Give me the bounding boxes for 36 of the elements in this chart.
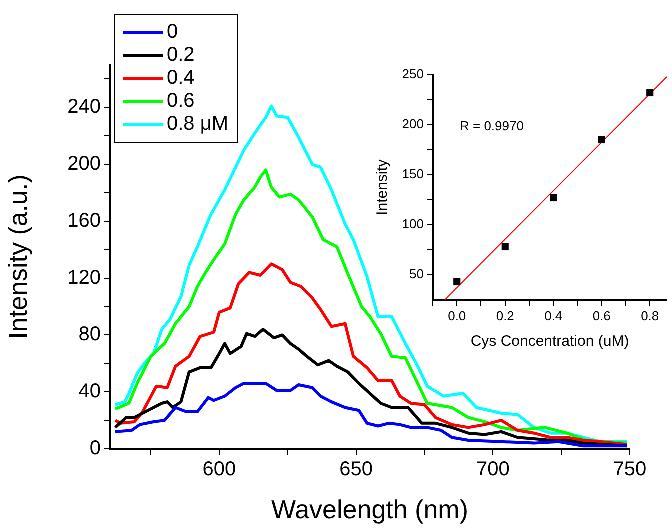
x-tick-label: 600 xyxy=(202,458,236,481)
x-tick-label: 0.6 xyxy=(592,308,611,324)
y-tick-label: 40 xyxy=(78,380,101,403)
y-tick-label: 150 xyxy=(402,166,424,182)
x-tick-label: 0.2 xyxy=(496,308,514,324)
x-tick-label: 0.4 xyxy=(544,308,563,324)
y-tick-label: 100 xyxy=(402,216,424,232)
legend-label: 0.2 xyxy=(167,44,195,67)
legend-label: 0 xyxy=(167,21,178,44)
y-axis-title: Intensity xyxy=(374,159,392,216)
y-tick-label: 120 xyxy=(68,266,101,289)
y-tick-label: 200 xyxy=(68,153,101,176)
legend-label: 0.6 xyxy=(167,90,195,113)
y-tick-label: 160 xyxy=(68,210,101,232)
y-tick-label: 80 xyxy=(78,324,101,346)
y-tick-label: 50 xyxy=(410,266,424,282)
x-tick-label: 750 xyxy=(613,458,647,481)
x-tick-label: 0.8 xyxy=(641,308,660,324)
legend-label: 0.4 xyxy=(167,67,195,90)
x-axis-title: Wavelength (nm) xyxy=(272,494,468,525)
y-tick-label: 200 xyxy=(402,116,424,132)
y-tick-label: 0 xyxy=(90,438,101,460)
y-tick-label: 250 xyxy=(402,66,424,82)
y-axis-title: Intensity (a.u.) xyxy=(2,174,33,340)
y-tick-label: 240 xyxy=(68,96,101,118)
annotation: R = 0.9970 xyxy=(460,118,524,134)
point xyxy=(646,89,654,97)
x-tick-label: 0.0 xyxy=(448,308,466,324)
point xyxy=(502,243,509,251)
point xyxy=(598,136,606,144)
point xyxy=(550,194,558,202)
x-tick-label: 650 xyxy=(340,458,374,481)
legend-label: 0.8 μM xyxy=(167,113,229,136)
x-axis-title: Cys Concentration (uM) xyxy=(470,333,630,350)
point xyxy=(454,278,461,286)
x-tick-label: 700 xyxy=(476,458,510,481)
